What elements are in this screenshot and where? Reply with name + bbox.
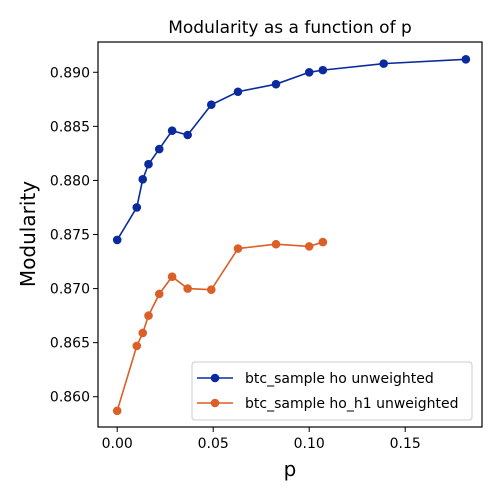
data-point xyxy=(304,242,314,251)
legend-marker xyxy=(210,398,220,408)
chart-title: Modularity as a function of p xyxy=(168,18,412,38)
data-point xyxy=(461,55,471,64)
data-point xyxy=(271,79,281,89)
data-point xyxy=(379,59,388,68)
series-2 xyxy=(112,237,328,416)
legend-label: btc_sample ho_h1 unweighted xyxy=(245,396,459,412)
data-point xyxy=(132,341,142,351)
legend-label: btc_sample ho unweighted xyxy=(245,371,434,387)
data-point xyxy=(183,130,192,140)
x-axis: 0.00 0.05 0.10 0.15 xyxy=(102,427,421,452)
data-point xyxy=(112,235,122,245)
data-point xyxy=(183,284,192,293)
y-tick-label: 0.875 xyxy=(50,228,90,244)
y-tick-label: 0.865 xyxy=(50,336,90,352)
data-point xyxy=(138,175,148,184)
data-point xyxy=(167,126,177,135)
y-tick-label: 0.885 xyxy=(50,119,90,135)
data-point xyxy=(112,406,122,416)
x-tick-label: 0.05 xyxy=(198,436,229,452)
series-1 xyxy=(112,55,471,245)
y-tick-label: 0.870 xyxy=(50,282,90,298)
data-point xyxy=(132,203,142,212)
data-point xyxy=(271,239,281,249)
x-tick-label: 0.00 xyxy=(102,436,133,452)
plot-area xyxy=(112,55,471,416)
x-axis-label: p xyxy=(284,457,297,481)
data-point xyxy=(167,272,177,281)
series-line xyxy=(116,58,466,241)
data-point xyxy=(318,65,328,75)
x-tick-label: 0.15 xyxy=(390,436,421,452)
data-point xyxy=(233,244,243,253)
y-axis-label: Modularity xyxy=(16,181,40,287)
data-point xyxy=(138,328,148,338)
data-point xyxy=(233,87,243,97)
x-tick-label: 0.10 xyxy=(294,436,325,452)
y-tick-label: 0.890 xyxy=(50,65,90,81)
legend-frame xyxy=(191,361,473,421)
y-axis: 0.860 0.865 0.870 0.875 0.880 0.885 0.890 xyxy=(50,65,98,406)
data-point xyxy=(206,100,216,110)
legend-marker xyxy=(210,373,220,383)
data-point xyxy=(304,67,314,77)
y-tick-label: 0.860 xyxy=(50,390,90,406)
data-point xyxy=(206,285,216,294)
data-point xyxy=(144,159,153,169)
legend: btc_sample ho unweighted btc_sample ho_h1… xyxy=(191,361,473,421)
data-point xyxy=(318,237,328,247)
data-point xyxy=(154,144,164,154)
data-point xyxy=(144,311,153,320)
data-point xyxy=(154,289,164,299)
y-tick-label: 0.880 xyxy=(50,173,90,189)
